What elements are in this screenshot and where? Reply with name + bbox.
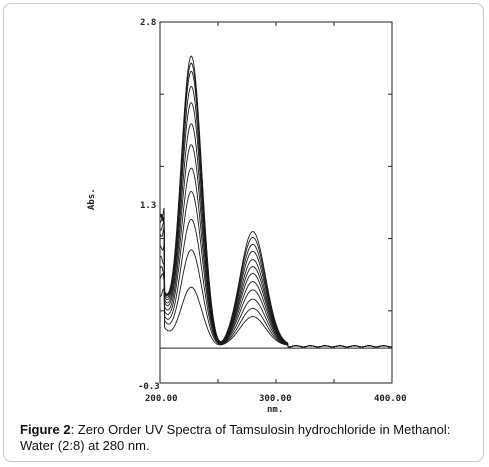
x-tick-label-200: 200.00: [145, 394, 178, 404]
caption-text: : Zero Order UV Spectra of Tamsulosin hy…: [20, 422, 451, 453]
figure-frame: [3, 3, 484, 462]
x-tick-label-300: 300.00: [259, 394, 292, 404]
spectrum-line-5: [159, 167, 393, 348]
uv-spectra-chart: 2.8 1.3 -0.3 200.00 300.00 400.00 nm. Ab…: [87, 18, 407, 415]
spectrum-line-10: [159, 70, 393, 348]
y-tick-label-top: 2.8: [140, 18, 156, 28]
spectrum-line-6: [159, 144, 393, 348]
y-tick-label-bottom: -0.3: [138, 382, 160, 392]
spectra-series: [159, 55, 393, 348]
y-tick-label-mid: 1.3: [140, 201, 156, 211]
caption-label: Figure 2: [20, 422, 71, 437]
y-axis-title: Abs.: [87, 188, 97, 210]
tick-marks: [159, 21, 393, 384]
x-axis-title: nm.: [267, 405, 283, 415]
x-tick-label-400: 400.00: [374, 394, 407, 404]
spectrum-line-1: [159, 286, 393, 348]
spectrum-line-12: [159, 55, 393, 348]
figure-caption: Figure 2: Zero Order UV Spectra of Tamsu…: [20, 422, 472, 454]
spectrum-line-11: [159, 62, 393, 348]
spectrum-line-9: [159, 85, 393, 348]
